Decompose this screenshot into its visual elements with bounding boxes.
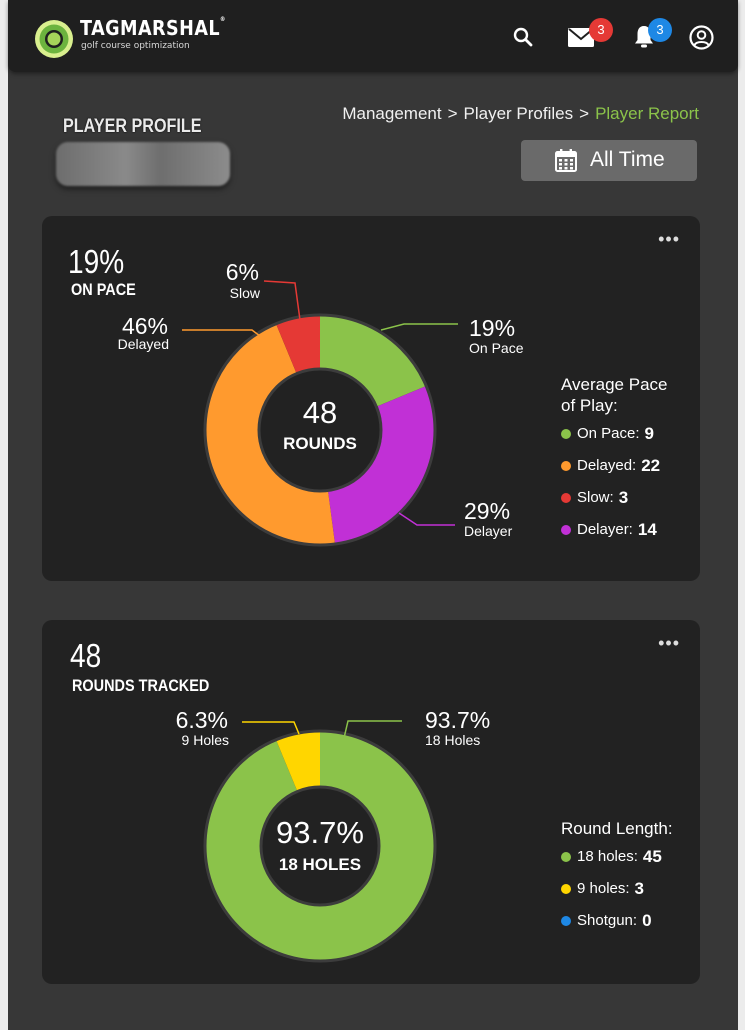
rounds-center-value: 93.7% xyxy=(276,815,364,850)
rounds-center-label: 18 HOLES xyxy=(279,855,361,874)
calendar-icon xyxy=(555,149,577,172)
pace-center-label: ROUNDS xyxy=(283,434,357,453)
notification-count-badge: 3 xyxy=(648,18,672,42)
pace-legend: Average Pace of Play: On Pace: 9 Delayed:… xyxy=(561,374,671,552)
legend-swatch xyxy=(561,852,571,862)
legend-swatch xyxy=(561,429,571,439)
legend-item-delayer: Delayer: 14 xyxy=(561,520,671,552)
user-account-icon[interactable] xyxy=(689,25,714,50)
data-label-9-holes-name: 9 Holes xyxy=(182,732,229,748)
date-range-label: All Time xyxy=(590,148,665,171)
legend-item-9-holes: 9 holes: 3 xyxy=(561,879,673,911)
brand-tagline: golf course optimization xyxy=(81,41,190,51)
leader-line-9-holes xyxy=(242,721,300,735)
legend-swatch xyxy=(561,493,571,503)
round-length-donut-chart: 93.7% 18 HOLES 93.7% 18 Holes 6.3% 9 Hol… xyxy=(176,707,490,963)
data-label-slow-name: Slow xyxy=(230,285,261,301)
data-label-on-pace-percent: 19% xyxy=(469,315,515,341)
data-label-delayer-name: Delayer xyxy=(464,523,513,539)
on-pace-percentage: 19% xyxy=(68,243,125,280)
breadcrumb-separator: > xyxy=(447,104,458,123)
pace-donut-hole xyxy=(259,369,381,491)
rounds-tracked-card: ••• 48 ROUNDS TRACKED 93.7% 18 HOLES 93.… xyxy=(42,620,700,984)
leader-line-delayer xyxy=(398,512,455,526)
legend-swatch xyxy=(561,916,571,926)
date-range-button[interactable]: All Time xyxy=(521,140,697,181)
pace-of-play-card: ••• 19% ON PACE 48 ROUNDS 19% On Pace 29… xyxy=(42,216,700,581)
legend-swatch xyxy=(561,884,571,894)
more-options-icon[interactable]: ••• xyxy=(658,229,680,249)
rounds-tracked-label: ROUNDS TRACKED xyxy=(72,676,210,695)
breadcrumb-current-page: Player Report xyxy=(595,104,699,123)
data-label-18-holes-percent: 93.7% xyxy=(425,707,490,733)
round-length-legend-title: Round Length: xyxy=(561,819,673,838)
breadcrumb-separator: > xyxy=(579,104,590,123)
data-label-slow-percent: 6% xyxy=(226,259,259,285)
legend-swatch xyxy=(561,525,571,535)
legend-item-slow: Slow: 3 xyxy=(561,488,671,520)
legend-item-shotgun: Shotgun: 0 xyxy=(561,911,673,943)
data-label-9-holes-percent: 6.3% xyxy=(176,707,228,733)
rounds-tracked-count: 48 xyxy=(70,637,102,674)
on-pace-label: ON PACE xyxy=(71,280,136,299)
legend-item-18-holes: 18 holes: 45 xyxy=(561,847,673,879)
pace-center-value: 48 xyxy=(303,395,337,430)
breadcrumb-player-profiles-link[interactable]: Player Profiles xyxy=(463,104,574,123)
player-name-blurred xyxy=(56,142,230,186)
leader-line-slow xyxy=(263,280,301,321)
top-navigation-bar: TAGMARSHAL® golf course optimization 3 3 xyxy=(8,0,738,72)
tagmarshal-logo-icon[interactable] xyxy=(34,19,74,59)
breadcrumb: Management > Player Profiles > Player Report xyxy=(342,104,699,124)
rounds-donut-inner-outline xyxy=(259,785,381,907)
pace-donut-chart: 48 ROUNDS 19% On Pace 29% Delayer 46% De… xyxy=(118,259,524,547)
mail-count-badge: 3 xyxy=(589,18,613,42)
more-options-icon[interactable]: ••• xyxy=(658,633,680,653)
data-label-delayer-percent: 29% xyxy=(464,498,510,524)
search-icon[interactable] xyxy=(513,27,533,47)
pace-donut-outline xyxy=(203,313,437,547)
leader-line-delayed xyxy=(182,329,261,337)
legend-item-delayed: Delayed: 22 xyxy=(561,456,671,488)
legend-item-on-pace: On Pace: 9 xyxy=(561,424,671,456)
round-length-legend: Round Length: 18 holes: 45 9 holes: 3 Shot… xyxy=(561,818,673,943)
rounds-donut-outline xyxy=(203,729,437,963)
data-label-18-holes-name: 18 Holes xyxy=(425,732,480,748)
leader-line-on-pace xyxy=(380,323,458,331)
data-label-on-pace-name: On Pace xyxy=(469,340,524,356)
leader-line-18-holes xyxy=(343,720,402,739)
pace-legend-title: Average Pace of Play: xyxy=(561,375,668,415)
legend-swatch xyxy=(561,461,571,471)
brand-name: TAGMARSHAL® xyxy=(80,16,226,40)
rounds-donut-hole xyxy=(261,787,379,905)
page-title: PLAYER PROFILE xyxy=(63,116,202,137)
data-label-delayed-name: Delayed xyxy=(118,336,169,352)
breadcrumb-management-link[interactable]: Management xyxy=(342,104,442,123)
data-label-delayed-percent: 46% xyxy=(122,313,168,339)
pace-donut-inner-outline xyxy=(257,367,383,493)
